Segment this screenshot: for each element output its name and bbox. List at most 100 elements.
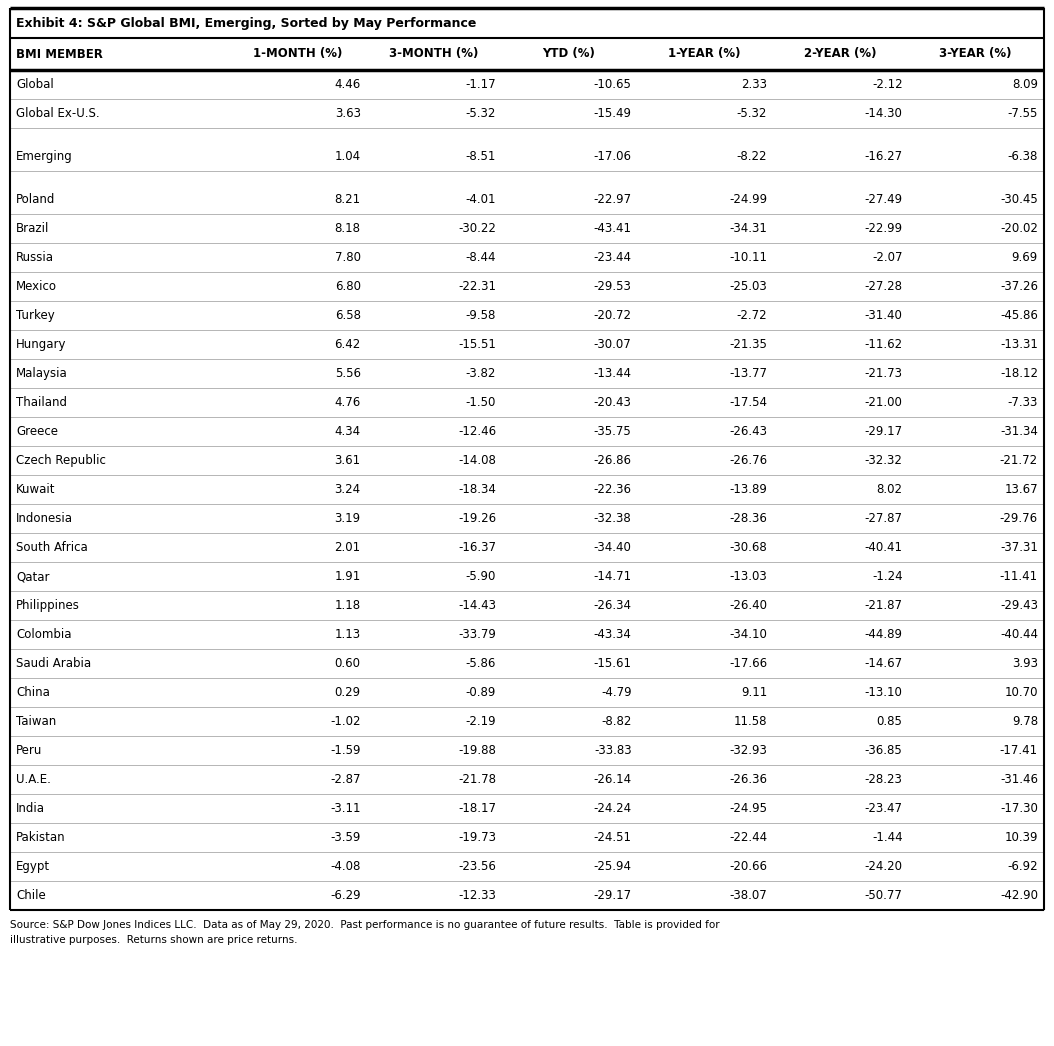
Text: -21.72: -21.72 [1000,454,1038,467]
Text: -50.77: -50.77 [864,889,902,902]
Text: -17.06: -17.06 [593,150,631,163]
Text: Hungary: Hungary [16,338,66,351]
Text: 3.61: 3.61 [334,454,360,467]
Text: YTD (%): YTD (%) [543,47,596,61]
Text: -22.44: -22.44 [729,831,767,844]
Text: Colombia: Colombia [16,628,72,641]
Text: -34.10: -34.10 [729,628,767,641]
Text: Global: Global [16,78,54,91]
Text: -13.10: -13.10 [864,686,902,699]
Text: South Africa: South Africa [16,541,87,554]
Text: -21.73: -21.73 [864,367,902,380]
Text: 0.29: 0.29 [334,686,360,699]
Text: -22.99: -22.99 [864,222,902,235]
Text: -2.12: -2.12 [872,78,902,91]
Text: -33.83: -33.83 [594,744,631,757]
Text: -16.37: -16.37 [458,541,496,554]
Text: -17.30: -17.30 [1000,802,1038,815]
Text: 8.21: 8.21 [334,194,360,206]
Text: -8.82: -8.82 [601,715,631,728]
Text: -17.41: -17.41 [1000,744,1038,757]
Text: -0.89: -0.89 [466,686,496,699]
Text: Malaysia: Malaysia [16,367,67,380]
Text: -23.47: -23.47 [864,802,902,815]
Text: -27.87: -27.87 [864,511,902,525]
Text: -11.62: -11.62 [864,338,902,351]
Text: -26.40: -26.40 [729,599,767,612]
Text: 8.09: 8.09 [1012,78,1038,91]
Text: Chile: Chile [16,889,45,902]
Text: -42.90: -42.90 [1000,889,1038,902]
Text: -45.86: -45.86 [1000,309,1038,322]
Text: -4.01: -4.01 [466,194,496,206]
Text: India: India [16,802,45,815]
Text: BMI MEMBER: BMI MEMBER [16,47,103,61]
Text: -24.20: -24.20 [864,860,902,873]
Text: -17.54: -17.54 [729,396,767,409]
Text: -25.94: -25.94 [593,860,631,873]
Text: -24.51: -24.51 [593,831,631,844]
Text: 8.18: 8.18 [335,222,360,235]
Text: -17.66: -17.66 [729,657,767,670]
Text: -26.14: -26.14 [593,773,631,786]
Text: 2.01: 2.01 [334,541,360,554]
Text: Turkey: Turkey [16,309,55,322]
Text: -35.75: -35.75 [593,425,631,438]
Text: -24.99: -24.99 [729,194,767,206]
Text: Egypt: Egypt [16,860,51,873]
Text: -3.82: -3.82 [466,367,496,380]
Text: -2.87: -2.87 [330,773,360,786]
Text: -13.03: -13.03 [729,570,767,583]
Text: -22.36: -22.36 [593,483,631,496]
Text: 3.19: 3.19 [334,511,360,525]
Text: -34.40: -34.40 [593,541,631,554]
Text: -18.12: -18.12 [1000,367,1038,380]
Text: -15.61: -15.61 [593,657,631,670]
Text: 3.63: 3.63 [335,107,360,120]
Text: -21.87: -21.87 [864,599,902,612]
Text: 1-YEAR (%): 1-YEAR (%) [668,47,741,61]
Text: -26.43: -26.43 [729,425,767,438]
Text: -31.40: -31.40 [864,309,902,322]
Text: 3.93: 3.93 [1012,657,1038,670]
Text: Greece: Greece [16,425,58,438]
Text: -13.44: -13.44 [593,367,631,380]
Text: -7.55: -7.55 [1008,107,1038,120]
Text: -32.93: -32.93 [729,744,767,757]
Text: -26.36: -26.36 [729,773,767,786]
Text: -25.03: -25.03 [729,280,767,293]
Text: 1.13: 1.13 [334,628,360,641]
Text: -18.17: -18.17 [458,802,496,815]
Text: Russia: Russia [16,251,54,264]
Text: 3-MONTH (%): 3-MONTH (%) [389,47,479,61]
Text: Saudi Arabia: Saudi Arabia [16,657,91,670]
Text: -28.23: -28.23 [864,773,902,786]
Text: Taiwan: Taiwan [16,715,56,728]
Text: 10.70: 10.70 [1004,686,1038,699]
Text: -1.17: -1.17 [466,78,496,91]
Text: -21.00: -21.00 [864,396,902,409]
Text: -38.07: -38.07 [729,889,767,902]
Text: -1.24: -1.24 [872,570,902,583]
Text: 4.46: 4.46 [334,78,360,91]
Text: -6.38: -6.38 [1008,150,1038,163]
Text: 3.24: 3.24 [334,483,360,496]
Text: -26.76: -26.76 [729,454,767,467]
Text: -29.43: -29.43 [1000,599,1038,612]
Text: Mexico: Mexico [16,280,57,293]
Text: -44.89: -44.89 [864,628,902,641]
Text: 6.58: 6.58 [335,309,360,322]
Text: -23.44: -23.44 [593,251,631,264]
Text: -9.58: -9.58 [466,309,496,322]
Text: -14.43: -14.43 [458,599,496,612]
Text: -37.31: -37.31 [1000,541,1038,554]
Text: -30.45: -30.45 [1000,194,1038,206]
Text: Kuwait: Kuwait [16,483,56,496]
Text: Philippines: Philippines [16,599,80,612]
Text: Thailand: Thailand [16,396,67,409]
Text: -10.11: -10.11 [729,251,767,264]
Text: -21.78: -21.78 [458,773,496,786]
Text: 1-MONTH (%): 1-MONTH (%) [253,47,343,61]
Text: -29.76: -29.76 [1000,511,1038,525]
Text: -15.49: -15.49 [593,107,631,120]
